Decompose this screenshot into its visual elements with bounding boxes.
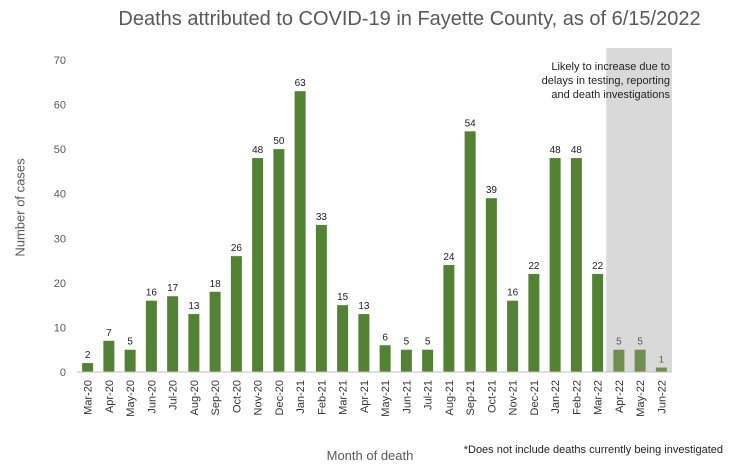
bar bbox=[464, 131, 476, 372]
data-label: 2 bbox=[85, 350, 91, 361]
x-tick-label: Apr-21 bbox=[359, 380, 371, 413]
data-label: 48 bbox=[252, 145, 264, 156]
x-tick-label: Jul-20 bbox=[168, 380, 180, 410]
x-tick-label: Jan-22 bbox=[550, 380, 562, 414]
x-tick-label: Jul-21 bbox=[423, 380, 435, 410]
x-tick-label: May-20 bbox=[125, 380, 137, 417]
x-tick-label: May-22 bbox=[635, 380, 647, 417]
bar bbox=[145, 300, 157, 372]
data-label: 13 bbox=[188, 301, 200, 312]
y-tick-label: 40 bbox=[54, 189, 66, 201]
data-label: 48 bbox=[550, 145, 562, 156]
data-label: 39 bbox=[486, 185, 498, 196]
bar bbox=[549, 158, 561, 372]
x-tick-label: Apr-20 bbox=[104, 380, 116, 413]
shaded-region bbox=[606, 48, 672, 372]
data-label: 26 bbox=[231, 243, 243, 254]
x-tick-label: Jun-21 bbox=[401, 380, 413, 414]
bar bbox=[358, 314, 370, 372]
bar bbox=[124, 349, 136, 372]
bar bbox=[422, 349, 434, 372]
x-tick-label: Aug-20 bbox=[189, 380, 201, 415]
bar bbox=[379, 345, 391, 372]
bar bbox=[528, 273, 540, 372]
bar bbox=[634, 349, 646, 372]
data-label: 5 bbox=[425, 337, 431, 348]
chart-title: Deaths attributed to COVID-19 in Fayette… bbox=[118, 8, 701, 30]
data-label: 15 bbox=[337, 292, 349, 303]
y-tick-label: 20 bbox=[54, 278, 66, 290]
shaded-period-annotation: Likely to increase due to delays in test… bbox=[541, 61, 670, 101]
y-tick-label: 60 bbox=[54, 100, 66, 112]
bar bbox=[315, 224, 327, 372]
x-tick-label: Jun-22 bbox=[656, 380, 668, 414]
data-label: 48 bbox=[571, 145, 583, 156]
bar bbox=[188, 314, 200, 372]
x-tick-label: Feb-21 bbox=[316, 380, 328, 415]
data-label: 16 bbox=[146, 288, 158, 299]
data-label: 7 bbox=[106, 328, 112, 339]
x-tick-label: Oct-20 bbox=[231, 380, 243, 413]
data-label: 6 bbox=[382, 332, 388, 343]
data-label: 22 bbox=[528, 261, 540, 272]
x-tick-label: Mar-22 bbox=[593, 380, 605, 415]
data-label: 33 bbox=[316, 212, 328, 223]
data-label: 5 bbox=[616, 337, 622, 348]
x-tick-label: Nov-21 bbox=[508, 380, 520, 415]
data-label: 22 bbox=[592, 261, 604, 272]
x-tick-label: Dec-21 bbox=[529, 380, 541, 415]
data-label: 1 bbox=[659, 355, 664, 365]
bar bbox=[485, 198, 497, 372]
data-label: 18 bbox=[210, 279, 222, 290]
y-tick-label: 10 bbox=[54, 322, 66, 334]
data-label: 5 bbox=[404, 337, 410, 348]
x-tick-label: Nov-20 bbox=[253, 380, 265, 415]
x-tick-label: Dec-20 bbox=[274, 380, 286, 415]
x-tick-label: Aug-21 bbox=[444, 380, 456, 415]
bar bbox=[613, 349, 625, 372]
data-label: 17 bbox=[167, 283, 179, 294]
bar bbox=[273, 149, 285, 372]
data-label: 16 bbox=[507, 288, 519, 299]
y-tick-label: 30 bbox=[54, 233, 66, 245]
data-label: 24 bbox=[443, 252, 455, 263]
data-label: 13 bbox=[358, 301, 370, 312]
data-label: 5 bbox=[127, 337, 133, 348]
bar bbox=[82, 363, 94, 372]
y-tick-label: 0 bbox=[60, 367, 66, 379]
bar bbox=[507, 300, 519, 372]
bar bbox=[570, 158, 582, 372]
x-tick-label: Sep-20 bbox=[210, 380, 222, 415]
y-tick-label: 70 bbox=[54, 55, 66, 67]
bar bbox=[592, 273, 604, 372]
data-label: 50 bbox=[273, 136, 285, 147]
x-tick-label: Mar-20 bbox=[83, 380, 95, 415]
bar bbox=[103, 340, 115, 372]
y-axis-label: Number of cases bbox=[12, 158, 28, 257]
bar bbox=[209, 291, 221, 372]
bar bbox=[252, 158, 264, 372]
bar bbox=[230, 256, 242, 372]
x-tick-label: Feb-22 bbox=[571, 380, 583, 415]
bar bbox=[337, 305, 349, 372]
data-label: 5 bbox=[637, 337, 643, 348]
bar bbox=[167, 296, 179, 372]
x-axis-label: Month of death bbox=[326, 448, 414, 463]
bar bbox=[294, 91, 306, 372]
y-tick-label: 50 bbox=[54, 144, 66, 156]
x-tick-label: Oct-21 bbox=[486, 380, 498, 413]
x-tick-label: May-21 bbox=[380, 380, 392, 417]
bar bbox=[655, 367, 667, 372]
bar bbox=[443, 265, 455, 372]
x-tick-label: Jun-20 bbox=[146, 380, 158, 414]
data-label: 54 bbox=[465, 118, 477, 129]
x-tick-label: Sep-21 bbox=[465, 380, 477, 415]
x-tick-label: Apr-22 bbox=[614, 380, 626, 413]
data-label: 63 bbox=[295, 78, 307, 89]
x-tick-label: Jan-21 bbox=[295, 380, 307, 414]
footnote: *Does not include deaths currently being… bbox=[463, 444, 723, 456]
bar bbox=[400, 349, 412, 372]
x-tick-label: Mar-21 bbox=[338, 380, 350, 415]
